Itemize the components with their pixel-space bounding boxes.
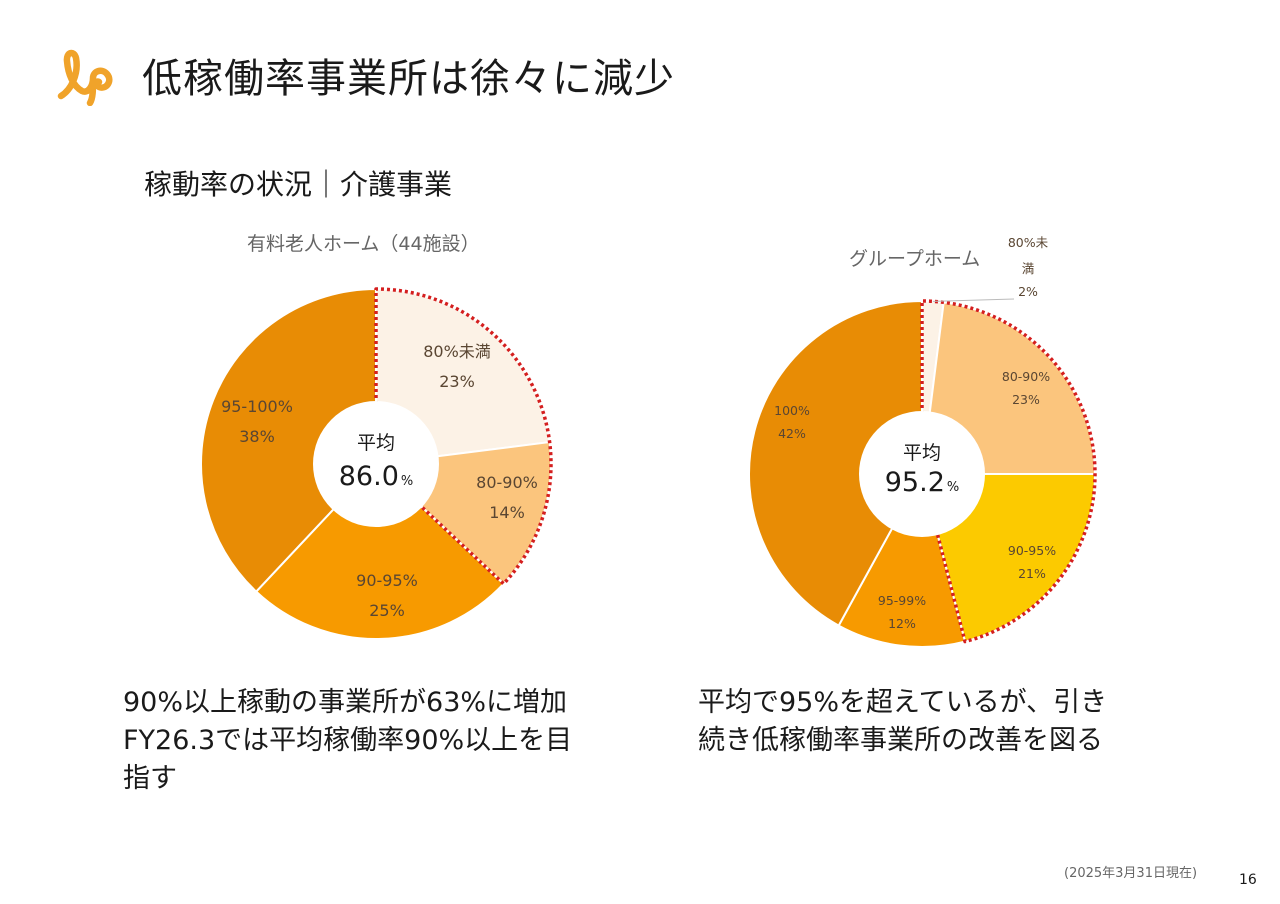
page-number: 16	[1239, 872, 1257, 888]
slice-category-label: 95-100%	[221, 397, 293, 416]
average-value: 95.2%	[885, 467, 959, 498]
slice-value-label: 23%	[439, 372, 475, 391]
highlight-outline	[374, 287, 553, 586]
slice-category-label: 80%未	[1008, 235, 1049, 250]
note-left-line-1: 90%以上稼動の事業所が63%に増加	[123, 687, 568, 718]
slice-category-label: 100%	[774, 403, 810, 418]
slice-value-label: 12%	[888, 616, 916, 631]
note-right-line-2: 続き低稼働率事業所の改善を図る	[698, 725, 1103, 756]
slice-value-label: 2%	[1018, 284, 1038, 299]
pie-slice-3	[254, 462, 505, 641]
as-of-date-footnote: (2025年3月31日現在)	[1064, 866, 1198, 881]
slice-value-label: 23%	[1012, 392, 1040, 407]
note-left-line-2: FY26.3では平均稼働率90%以上を目	[123, 725, 573, 756]
slice-category-label: 満	[1022, 261, 1035, 276]
pie-slice-4	[199, 287, 377, 593]
average-label: 平均	[903, 442, 941, 464]
lp-logo-icon	[57, 49, 113, 106]
pie-slice-5	[748, 299, 923, 627]
pie-slice-4	[837, 471, 967, 648]
slice-category-label: 90-95%	[1008, 543, 1056, 558]
callout-leader-line	[932, 298, 1015, 302]
slice-category-label: 80%未満	[423, 342, 491, 361]
slice-value-label: 14%	[489, 503, 525, 522]
slice-category-label: 90-95%	[356, 571, 418, 590]
slice-value-label: 38%	[239, 427, 275, 446]
note-right-line-1: 平均で95%を超えているが、引き	[698, 687, 1108, 718]
slice-value-label: 42%	[778, 426, 806, 441]
chart2-title: グループホーム	[849, 248, 981, 270]
note-right: 平均で95%を超えているが、引き 続き低稼働率事業所の改善を図る	[698, 684, 1107, 760]
donut-hole	[313, 401, 439, 527]
highlight-outline	[920, 299, 1097, 644]
note-left: 90%以上稼動の事業所が63%に増加 FY26.3では平均稼働率90%以上を目 …	[123, 684, 572, 798]
slice-category-label: 95-99%	[878, 593, 926, 608]
average-label: 平均	[357, 432, 395, 454]
slice-value-label: 21%	[1018, 566, 1046, 581]
slice-category-label: 80-90%	[476, 473, 538, 492]
chart1-title: 有料老人ホーム（44施設）	[247, 233, 480, 255]
page-title: 低稼働率事業所は徐々に減少	[142, 56, 675, 102]
note-left-line-3: 指す	[123, 763, 177, 794]
slice-value-label: 25%	[369, 601, 405, 620]
slice-category-label: 80-90%	[1002, 369, 1050, 384]
section-title: 稼動率の状況｜介護事業	[144, 168, 453, 201]
average-value: 86.0%	[339, 461, 413, 492]
donut-hole	[859, 411, 985, 537]
